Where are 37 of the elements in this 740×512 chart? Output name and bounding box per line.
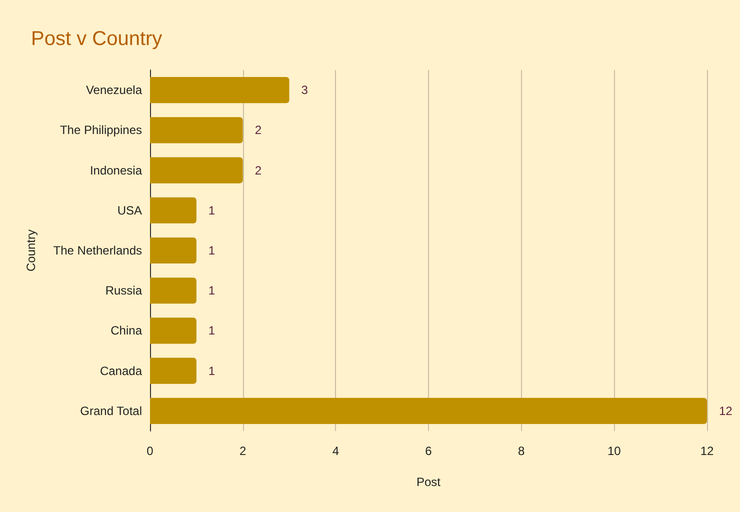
y-tick-label: USA <box>117 203 142 218</box>
data-label: 1 <box>208 284 216 298</box>
bar <box>150 358 196 384</box>
bar <box>150 318 196 344</box>
y-tick-label: China <box>110 324 142 338</box>
x-axis-title: Post <box>416 475 442 489</box>
x-tick-label: 0 <box>146 444 154 458</box>
data-label: 2 <box>254 163 262 178</box>
x-tick-label: 6 <box>425 444 432 458</box>
x-tick-label: 8 <box>518 444 525 458</box>
y-tick-label: Russia <box>105 284 142 298</box>
bar <box>150 117 243 144</box>
bar <box>150 237 196 264</box>
chart-title: Post v Country <box>31 28 162 50</box>
y-tick-label: Indonesia <box>90 163 142 178</box>
x-tick-label: 2 <box>239 444 246 458</box>
x-tick-label: 12 <box>700 444 714 458</box>
bar <box>150 77 290 104</box>
data-label: 2 <box>254 123 262 138</box>
data-label: 12 <box>719 404 733 418</box>
x-tick-label: 10 <box>607 444 622 458</box>
bar <box>150 278 196 304</box>
y-tick-label: Grand Total <box>80 404 142 418</box>
y-tick-label: Venezuela <box>86 83 142 98</box>
y-axis-title: Country <box>24 229 38 272</box>
x-tick-label: 4 <box>332 444 340 458</box>
y-tick-label: Canada <box>100 364 142 378</box>
y-tick-label: The Netherlands <box>53 244 142 258</box>
bar <box>150 157 243 184</box>
bar <box>150 197 196 224</box>
data-label: 1 <box>208 364 216 378</box>
data-label: 1 <box>208 203 216 218</box>
data-label: 1 <box>208 324 216 338</box>
data-label: 3 <box>301 83 308 98</box>
data-label: 1 <box>208 244 216 258</box>
bar <box>150 398 707 424</box>
y-tick-label: The Philippines <box>60 123 142 138</box>
